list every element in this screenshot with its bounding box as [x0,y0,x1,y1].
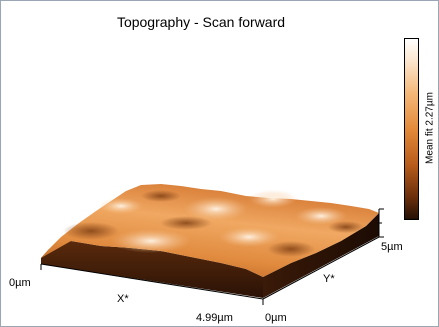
surface-front-face [41,241,263,298]
surface-side-face [263,213,379,298]
height-color-bar [404,38,419,220]
surface-texture [63,190,364,257]
x-axis-end-label: 4.99µm [196,312,233,324]
chart-title: Topography - Scan forward [116,14,286,30]
color-bar-label: Mean fit 2.27µm [424,92,436,164]
x-axis-name: X* [117,293,129,305]
x-axis-origin-label: 0µm [9,277,31,289]
y-axis-name: Y* [323,273,335,285]
axis-lines [40,208,384,305]
y-axis-end-label: 5µm [381,241,403,253]
y-axis-origin-label: 0µm [265,312,287,324]
